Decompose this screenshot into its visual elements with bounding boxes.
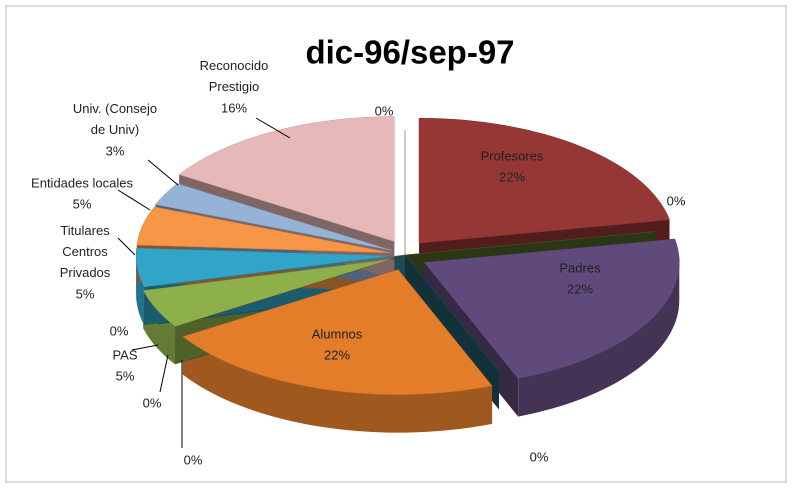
slice <box>142 259 391 327</box>
slice-side <box>182 336 493 433</box>
slice-label: Titulares Centros Privados <box>60 223 111 280</box>
slice <box>418 117 670 244</box>
value-label: 5% <box>116 368 135 383</box>
leader-line <box>159 354 169 393</box>
value-label: 5% <box>73 196 92 211</box>
leader-line <box>117 237 136 256</box>
slice <box>182 269 493 395</box>
value-label: 0% <box>143 395 162 410</box>
slice <box>178 116 395 242</box>
slice-label-line: de Univ) <box>91 122 139 137</box>
slice <box>154 183 393 251</box>
slice-label: Entidades locales <box>31 175 133 190</box>
value-label: 16% <box>221 100 247 115</box>
slice-label: Profesores <box>481 148 544 163</box>
value-label: 22% <box>499 169 525 184</box>
slice-label: Padres <box>559 260 601 275</box>
value-label: 22% <box>567 281 593 296</box>
slice <box>136 206 392 254</box>
value-label: 0% <box>184 452 203 467</box>
slice-tops <box>135 116 680 395</box>
slice-label-line: Titulares <box>60 223 110 238</box>
value-label: 0% <box>110 323 129 338</box>
slice-label-line: Prestigio <box>209 79 260 94</box>
slice-label-line: Centros <box>62 244 108 259</box>
slice <box>135 247 392 288</box>
slice <box>404 231 656 256</box>
slice <box>423 238 680 379</box>
leader-line <box>255 117 291 139</box>
slice-label: PAS <box>112 347 137 362</box>
value-label: 22% <box>324 347 350 362</box>
chart-title: dic-96/sep-97 <box>305 34 514 71</box>
leader-line <box>131 344 159 351</box>
slice-label-line: Privados <box>60 265 111 280</box>
slice-side <box>518 262 680 417</box>
value-label: 0% <box>667 193 686 208</box>
value-label: 0% <box>375 103 394 118</box>
leader-line <box>117 189 151 211</box>
value-label: 0% <box>530 449 549 464</box>
slice-label: Reconocido Prestigio <box>200 58 269 94</box>
slice-label-line: Reconocido <box>200 58 269 73</box>
leader-line <box>147 159 179 186</box>
value-label: 5% <box>76 286 95 301</box>
slice-label: Univ. (Consejo de Univ) <box>73 101 157 137</box>
slice-label-line: Univ. (Consejo <box>73 101 157 116</box>
value-label: 3% <box>106 143 125 158</box>
slice-label: Alumnos <box>312 326 363 341</box>
